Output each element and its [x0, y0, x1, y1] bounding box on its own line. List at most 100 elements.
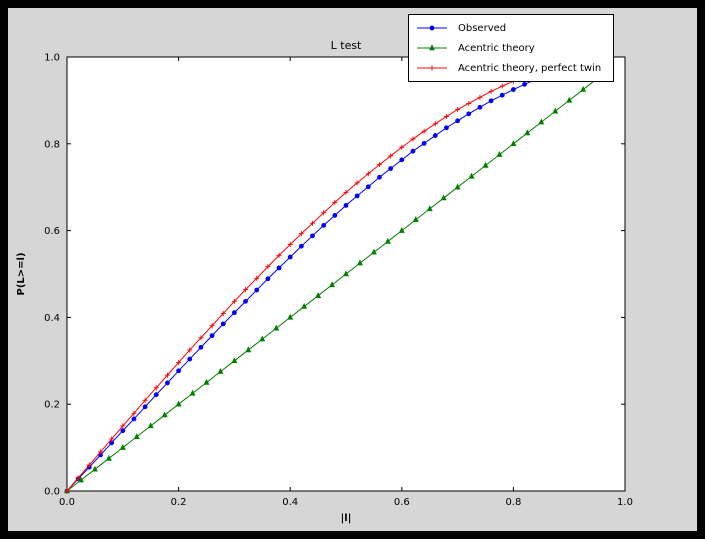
x-tick-label: 0.4: [282, 497, 298, 508]
marker-triangle: [454, 183, 461, 190]
marker-circle: [388, 166, 394, 171]
marker-triangle: [77, 476, 84, 483]
marker-circle: [466, 111, 472, 117]
marker-circle: [176, 368, 182, 374]
y-tick-label: 0.2: [44, 400, 60, 411]
x-tick-label: 1.0: [617, 497, 633, 508]
marker-triangle: [552, 107, 559, 114]
marker-triangle: [175, 400, 182, 407]
y-tick-label: 0.6: [44, 226, 60, 237]
marker-circle: [153, 392, 159, 398]
marker-circle: [232, 310, 237, 316]
marker-triangle: [301, 302, 308, 309]
marker-circle: [399, 157, 405, 163]
marker-triangle: [524, 129, 531, 136]
marker-triangle: [105, 454, 112, 461]
marker-triangle: [496, 151, 503, 157]
marker-circle: [142, 404, 148, 410]
legend-label: Acentric theory, perfect twin: [458, 62, 602, 74]
marker-triangle: [566, 96, 573, 103]
x-tick-label: 0.6: [394, 497, 410, 508]
marker-circle: [276, 265, 282, 271]
marker-circle: [499, 92, 505, 98]
marker-triangle: [468, 172, 475, 179]
marker-circle: [120, 428, 126, 434]
marker-circle: [165, 380, 170, 386]
marker-circle: [522, 81, 527, 87]
legend-item: Acentric theory, perfect twin: [415, 59, 601, 77]
marker-circle: [321, 222, 327, 228]
marker-triangle: [398, 227, 405, 233]
marker-triangle: [412, 216, 419, 222]
marker-triangle: [370, 248, 377, 255]
figure-canvas: 0.0 0.2 0.4 0.6 0.8 1.0 0.0 0.2 0.4 0.6 0.8 1.0 L te…: [8, 8, 697, 531]
marker-circle: [511, 87, 516, 92]
marker-circle: [365, 184, 371, 190]
marker-circle: [310, 233, 315, 239]
marker-circle: [265, 276, 271, 282]
marker-triangle: [273, 324, 280, 331]
marker-triangle: [231, 357, 238, 364]
plot-area: 0.0 0.2 0.4 0.6 0.8 1.0 0.0 0.2 0.4 0.6 0.8 1.0 L te…: [16, 39, 633, 524]
x-tick-label: 0.0: [59, 497, 75, 508]
marker-triangle: [482, 161, 489, 168]
marker-triangle: [538, 118, 545, 125]
marker-triangle: [510, 140, 517, 147]
legend-line-sample: [417, 25, 447, 31]
marker-circle: [421, 140, 427, 146]
marker-circle: [377, 174, 382, 180]
legend-label: Acentric theory: [458, 42, 535, 54]
marker-triangle: [356, 259, 363, 266]
legend: Observed Acentric theory Acentric theory, …: [408, 14, 615, 82]
marker-triangle: [440, 194, 447, 201]
series-observed: [64, 72, 550, 494]
marker-circle: [444, 125, 449, 131]
marker-triangle: [217, 368, 224, 374]
marker-triangle: [189, 389, 196, 396]
marker-triangle: [259, 335, 266, 342]
marker-circle: [432, 133, 438, 138]
legend-line-sample: [417, 44, 447, 51]
marker-circle: [287, 254, 293, 260]
marker-circle: [410, 148, 416, 154]
legend-item: Observed: [415, 19, 601, 37]
marker-circle: [477, 104, 483, 110]
marker-circle: [332, 213, 338, 218]
marker-triangle: [161, 411, 168, 418]
marker-circle: [198, 344, 204, 350]
x-axis-label: |l|: [341, 513, 352, 524]
marker-triangle: [203, 378, 210, 385]
marker-circle: [187, 356, 193, 362]
marker-triangle: [329, 281, 336, 288]
series-line: [66, 67, 612, 492]
y-tick-label: 0.8: [44, 139, 60, 150]
marker-triangle: [315, 292, 322, 298]
marker-triangle: [384, 237, 391, 244]
marker-circle: [220, 321, 226, 327]
y-axis-label: P(L>=l): [16, 252, 27, 295]
marker-circle: [455, 118, 460, 124]
marker-triangle: [287, 313, 294, 320]
legend-line-sample: [417, 65, 447, 71]
marker-triangle: [343, 270, 349, 277]
marker-triangle: [133, 433, 140, 439]
y-tick-label: 1.0: [44, 53, 60, 64]
marker-triangle: [147, 422, 154, 429]
marker-circle: [488, 98, 494, 104]
marker-circle: [109, 440, 115, 446]
marker-triangle: [426, 205, 433, 212]
x-tick-label: 0.2: [171, 497, 187, 508]
legend-item: Acentric theory: [415, 39, 601, 57]
marker-circle: [243, 298, 248, 304]
y-tick-label: 0.0: [44, 487, 60, 498]
marker-triangle: [91, 465, 98, 472]
marker-circle: [254, 287, 260, 293]
marker-circle: [298, 243, 304, 249]
y-tick-label: 0.4: [44, 313, 60, 324]
marker-circle: [354, 193, 360, 199]
marker-triangle: [119, 444, 126, 450]
marker-circle: [131, 416, 137, 422]
chart-title: L test: [331, 39, 362, 52]
marker-circle: [209, 333, 215, 339]
